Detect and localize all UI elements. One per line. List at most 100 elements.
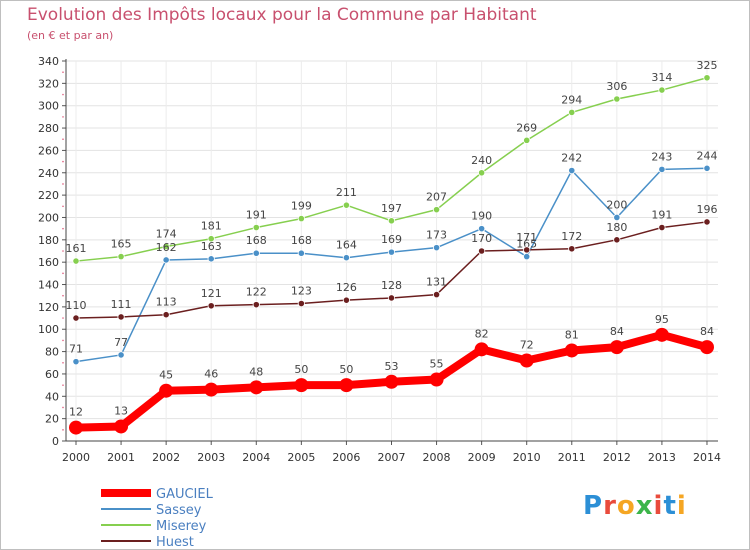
data-label-huest: 128 bbox=[381, 279, 402, 292]
y-tick-label: 260 bbox=[38, 144, 59, 157]
data-label-miserey: 197 bbox=[381, 202, 402, 215]
data-point-huest bbox=[523, 246, 531, 254]
data-point-miserey bbox=[568, 108, 576, 117]
y-tick-label: 60 bbox=[45, 368, 59, 381]
y-tick-label: 300 bbox=[38, 100, 59, 113]
data-point-gauciel bbox=[654, 327, 669, 342]
data-point-gauciel bbox=[114, 419, 129, 434]
data-label-gauciel: 53 bbox=[384, 360, 398, 373]
data-label-huest: 126 bbox=[336, 281, 357, 294]
y-tick-label: 40 bbox=[45, 390, 59, 403]
y-minor-tick bbox=[62, 384, 64, 386]
y-tick-label: 320 bbox=[38, 77, 59, 90]
chart-subtitle: (en € et par an) bbox=[27, 29, 114, 42]
data-point-sassey bbox=[342, 254, 351, 262]
data-point-sassey bbox=[387, 248, 396, 256]
x-tick-label: 2010 bbox=[513, 451, 541, 464]
proxiti-logo: Proxiti bbox=[583, 491, 687, 521]
data-point-sassey bbox=[568, 166, 576, 175]
data-label-sassey: 242 bbox=[561, 152, 582, 165]
data-label-miserey: 161 bbox=[66, 242, 87, 255]
logo-letter: i bbox=[676, 491, 687, 521]
data-label-sassey: 71 bbox=[69, 343, 83, 356]
data-point-miserey bbox=[72, 257, 80, 265]
x-tick-label: 2008 bbox=[423, 451, 451, 464]
y-minor-tick bbox=[62, 294, 64, 297]
data-label-huest: 196 bbox=[696, 203, 717, 216]
x-tick-label: 2011 bbox=[558, 451, 586, 464]
data-label-huest: 111 bbox=[111, 298, 132, 311]
y-tick-label: 160 bbox=[38, 256, 59, 269]
data-label-huest: 113 bbox=[156, 296, 177, 309]
data-label-huest: 123 bbox=[291, 285, 312, 298]
data-point-sassey bbox=[658, 165, 666, 174]
data-label-miserey: 306 bbox=[606, 80, 627, 93]
y-tick-label: 0 bbox=[52, 435, 59, 448]
y-minor-tick bbox=[62, 160, 64, 163]
logo-letter: x bbox=[635, 491, 654, 521]
data-point-huest bbox=[207, 302, 215, 310]
data-label-miserey: 207 bbox=[426, 191, 447, 204]
data-point-huest bbox=[117, 313, 125, 321]
data-point-miserey bbox=[207, 235, 215, 243]
data-point-huest bbox=[252, 301, 260, 309]
data-point-miserey bbox=[658, 86, 666, 94]
data-label-huest: 110 bbox=[66, 299, 87, 312]
data-point-sassey bbox=[432, 244, 441, 252]
logo-letter: o bbox=[616, 491, 636, 521]
data-label-miserey: 211 bbox=[336, 186, 357, 199]
data-point-miserey bbox=[523, 136, 531, 144]
data-label-sassey: 244 bbox=[696, 149, 717, 162]
data-label-gauciel: 48 bbox=[249, 365, 263, 378]
y-minor-tick bbox=[62, 116, 64, 118]
data-point-huest bbox=[432, 290, 441, 299]
data-point-huest bbox=[342, 296, 351, 304]
data-point-miserey bbox=[613, 95, 621, 103]
x-tick-label: 2004 bbox=[242, 451, 270, 464]
data-point-sassey bbox=[252, 249, 260, 257]
data-point-miserey bbox=[117, 252, 125, 261]
y-tick-label: 80 bbox=[45, 346, 59, 359]
data-label-miserey: 294 bbox=[561, 93, 582, 106]
data-point-sassey bbox=[297, 249, 305, 257]
data-point-gauciel bbox=[699, 340, 714, 355]
data-label-miserey: 165 bbox=[111, 238, 132, 251]
data-point-gauciel bbox=[384, 374, 399, 389]
x-tick-label: 2009 bbox=[468, 451, 496, 464]
data-point-gauciel bbox=[249, 380, 264, 395]
data-point-gauciel bbox=[204, 382, 219, 397]
y-minor-tick bbox=[62, 429, 64, 431]
data-label-gauciel: 95 bbox=[655, 313, 669, 326]
y-minor-tick bbox=[62, 138, 64, 141]
data-label-miserey: 269 bbox=[516, 121, 537, 134]
y-tick-label: 20 bbox=[45, 413, 59, 426]
y-minor-tick bbox=[62, 93, 64, 96]
data-label-sassey: 162 bbox=[156, 241, 177, 254]
data-label-sassey: 190 bbox=[471, 210, 492, 223]
data-point-sassey bbox=[72, 358, 80, 366]
data-point-huest bbox=[613, 236, 621, 244]
x-tick-label: 2013 bbox=[648, 451, 676, 464]
data-point-sassey bbox=[613, 213, 621, 222]
y-tick-label: 100 bbox=[38, 323, 59, 336]
data-label-gauciel: 46 bbox=[204, 368, 218, 381]
data-label-miserey: 174 bbox=[156, 228, 177, 241]
x-tick-label: 2003 bbox=[197, 451, 225, 464]
y-minor-tick bbox=[62, 71, 64, 73]
y-tick-label: 240 bbox=[38, 167, 59, 180]
data-point-miserey bbox=[297, 214, 305, 223]
data-label-sassey: 168 bbox=[291, 234, 312, 247]
data-point-huest bbox=[478, 247, 486, 255]
data-label-sassey: 169 bbox=[381, 233, 402, 246]
data-label-gauciel: 84 bbox=[700, 325, 714, 338]
data-point-sassey bbox=[523, 252, 531, 261]
y-tick-label: 120 bbox=[38, 301, 59, 314]
data-point-sassey bbox=[162, 256, 170, 264]
y-tick-label: 180 bbox=[38, 234, 59, 247]
data-point-miserey bbox=[432, 206, 441, 214]
data-label-sassey: 77 bbox=[114, 336, 128, 349]
data-label-gauciel: 72 bbox=[520, 339, 534, 352]
data-label-gauciel: 55 bbox=[430, 358, 444, 371]
data-label-sassey: 200 bbox=[606, 198, 627, 211]
x-tick-label: 2007 bbox=[377, 451, 405, 464]
